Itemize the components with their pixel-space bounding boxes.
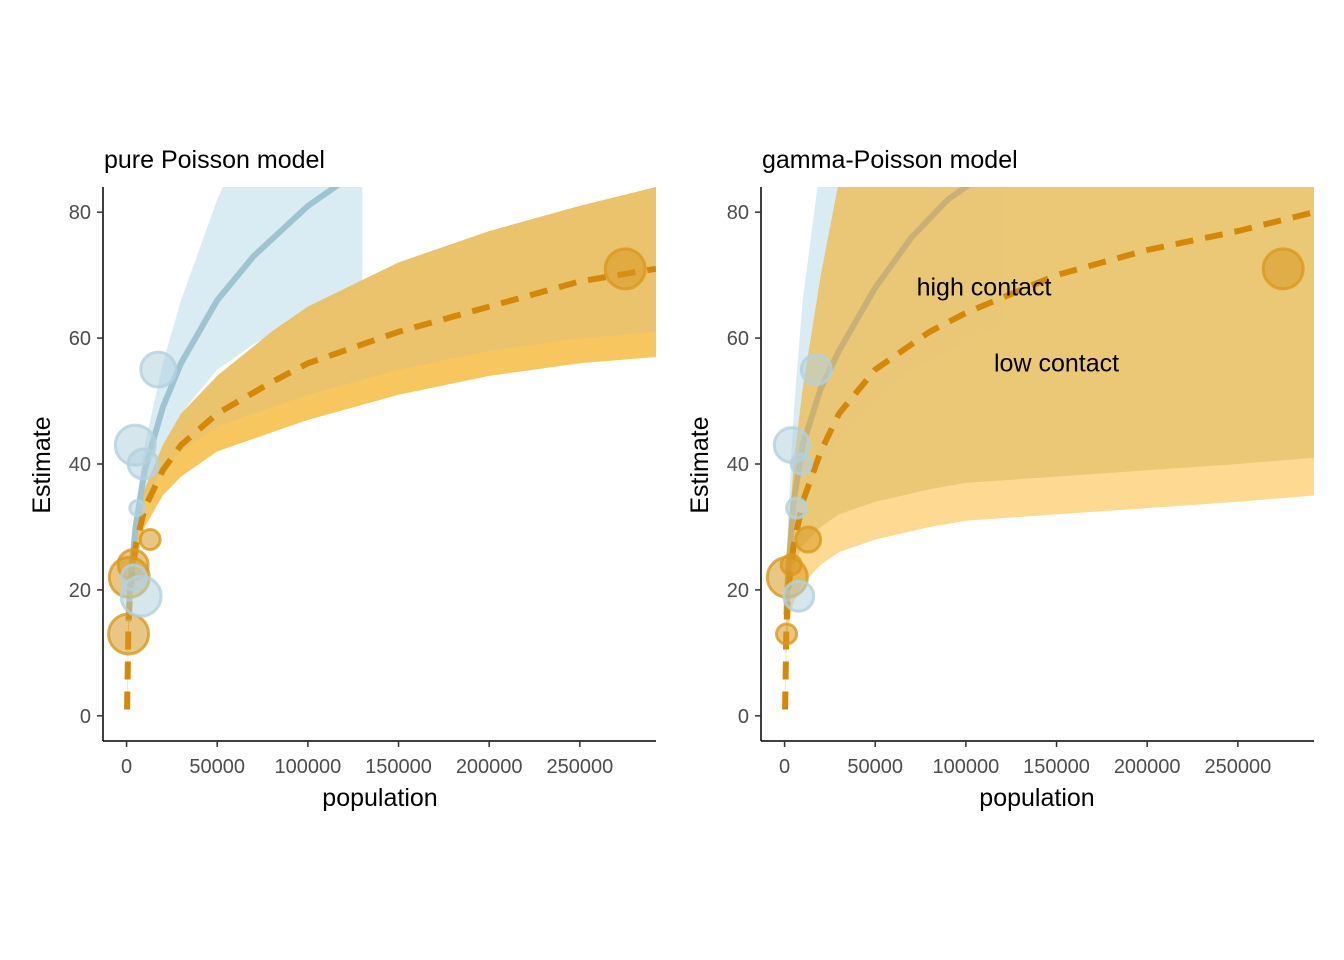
data-point: [789, 452, 813, 476]
data-point: [1261, 247, 1305, 291]
y-tick-label: 0: [738, 706, 749, 728]
x-tick-label: 100000: [275, 756, 342, 778]
data-point: [775, 622, 799, 646]
y-tick-label: 40: [727, 454, 749, 476]
y-tick-label: 0: [80, 706, 91, 728]
y-tick-label: 80: [727, 202, 749, 224]
y-axis-title: Estimate: [686, 416, 714, 513]
y-axis-title: Estimate: [28, 416, 56, 513]
panel-title: pure Poisson model: [104, 146, 325, 174]
x-tick-label: 50000: [189, 756, 245, 778]
annotation-label: high contact: [917, 274, 1052, 302]
data-point: [603, 247, 647, 291]
data-point: [782, 579, 816, 613]
y-tick-label: 60: [727, 328, 749, 350]
data-point: [138, 528, 162, 552]
plot-area: 0 50000 100000 150000 200000 250000 0 20 40 60 80 h…: [727, 187, 1314, 778]
band-overlap: [785, 187, 1314, 704]
band-overlap: [127, 187, 656, 704]
x-tick-label: 50000: [847, 756, 903, 778]
panel-pure-poisson: pure Poisson model 0 50000 100000 150000 200…: [28, 146, 656, 812]
series-line-high: [783, 187, 972, 616]
data-point: [128, 499, 147, 518]
y-tick-label: 20: [69, 580, 91, 602]
panel-gamma-poisson: gamma-Poisson model 0 50000 100000 150000 20…: [686, 146, 1314, 812]
data-point: [785, 496, 809, 520]
y-tick-label: 80: [69, 202, 91, 224]
data-point: [794, 525, 823, 554]
panel-title: gamma-Poisson model: [762, 146, 1018, 174]
data-point: [779, 553, 803, 577]
x-tick-label: 200000: [456, 756, 523, 778]
x-axis-title: population: [322, 784, 437, 812]
y-tick-label: 40: [69, 454, 91, 476]
data-point: [119, 563, 148, 592]
x-tick-label: 250000: [1204, 756, 1271, 778]
x-tick-label: 150000: [1023, 756, 1090, 778]
plot-area: 0 50000 100000 150000 200000 250000 0 20 40 60 80: [69, 187, 656, 778]
data-point: [126, 447, 160, 481]
band-high: [128, 187, 363, 634]
x-tick-label: 250000: [546, 756, 613, 778]
data-point: [139, 350, 178, 389]
y-tick-label: 60: [69, 328, 91, 350]
x-tick-label: 0: [779, 756, 790, 778]
x-tick-label: 200000: [1114, 756, 1181, 778]
x-tick-label: 150000: [365, 756, 432, 778]
data-point: [799, 353, 833, 387]
x-tick-label: 100000: [933, 756, 1000, 778]
annotation-label: low contact: [994, 349, 1119, 377]
data-point: [107, 612, 151, 656]
x-tick-label: 0: [121, 756, 132, 778]
x-axis-title: population: [979, 784, 1094, 812]
y-tick-label: 20: [727, 580, 749, 602]
